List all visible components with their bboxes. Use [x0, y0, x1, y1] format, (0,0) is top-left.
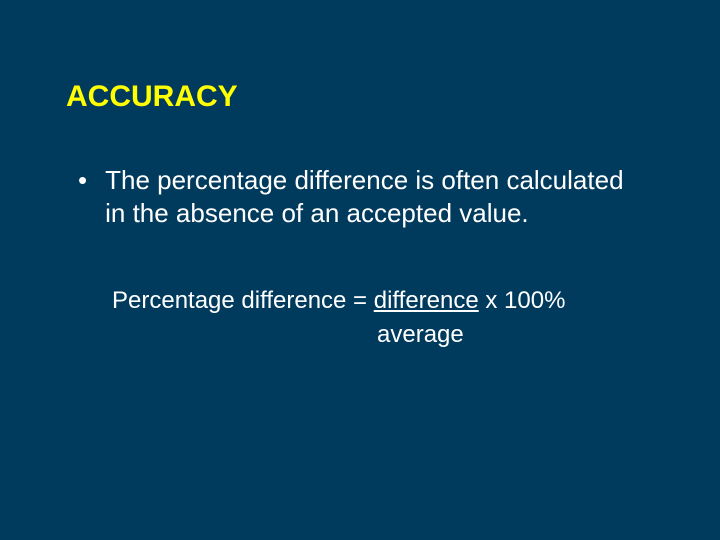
formula-numerator: difference	[374, 287, 479, 314]
formula-line-1: Percentage difference = difference x 100…	[112, 284, 660, 318]
slide-container: ACCURACY • The percentage difference is …	[0, 0, 720, 540]
bullet-text: The percentage difference is often calcu…	[105, 164, 625, 229]
bullet-item: • The percentage difference is often cal…	[78, 164, 660, 229]
formula-suffix: x 100%	[479, 287, 566, 314]
formula-prefix: Percentage difference =	[112, 287, 374, 314]
bullet-marker: •	[78, 164, 87, 197]
formula-denominator: average	[377, 318, 660, 352]
slide-title: ACCURACY	[66, 80, 660, 114]
formula-block: Percentage difference = difference x 100…	[112, 284, 660, 351]
